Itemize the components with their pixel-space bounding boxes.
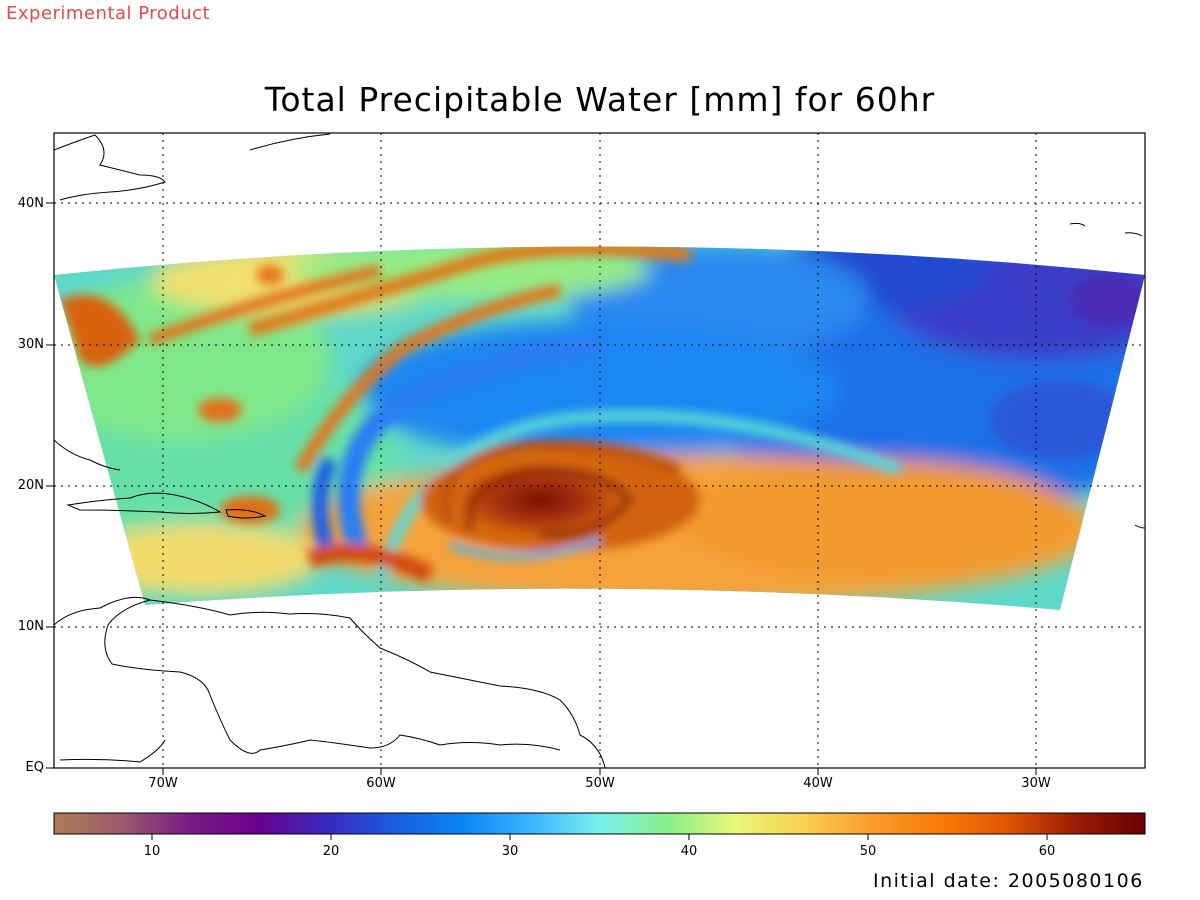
lon-label-30w: 30W bbox=[1021, 776, 1051, 791]
lat-label-eq: EQ bbox=[25, 760, 44, 775]
colorbar-ticks bbox=[151, 834, 1048, 840]
colorbar-label-40: 40 bbox=[680, 844, 698, 859]
colorbar-label-50: 50 bbox=[859, 844, 877, 859]
colorbar-label-20: 20 bbox=[322, 844, 340, 859]
lon-label-40w: 40W bbox=[803, 776, 833, 791]
lat-label-40n: 40N bbox=[17, 196, 44, 211]
colorbar-label-60: 60 bbox=[1038, 844, 1056, 859]
lon-label-50w: 50W bbox=[585, 776, 615, 791]
axis-ticks bbox=[46, 202, 1037, 775]
lat-label-30n: 30N bbox=[17, 337, 44, 352]
coastlines bbox=[54, 133, 1145, 768]
colorbar bbox=[53, 812, 1146, 835]
initial-date: Initial date: 2005080106 bbox=[873, 870, 1144, 892]
colorbar-label-30: 30 bbox=[501, 844, 519, 859]
lat-label-20n: 20N bbox=[17, 478, 44, 493]
experimental-product-stamp: Experimental Product bbox=[6, 3, 211, 24]
lon-label-60w: 60W bbox=[366, 776, 396, 791]
colorbar-label-10: 10 bbox=[143, 844, 161, 859]
precipitable-water-field bbox=[54, 246, 1145, 610]
lon-label-70w: 70W bbox=[148, 776, 178, 791]
lat-label-10n: 10N bbox=[17, 619, 44, 634]
graticule bbox=[54, 133, 1145, 768]
map-title: Total Precipitable Water [mm] for 60hr bbox=[264, 80, 936, 119]
